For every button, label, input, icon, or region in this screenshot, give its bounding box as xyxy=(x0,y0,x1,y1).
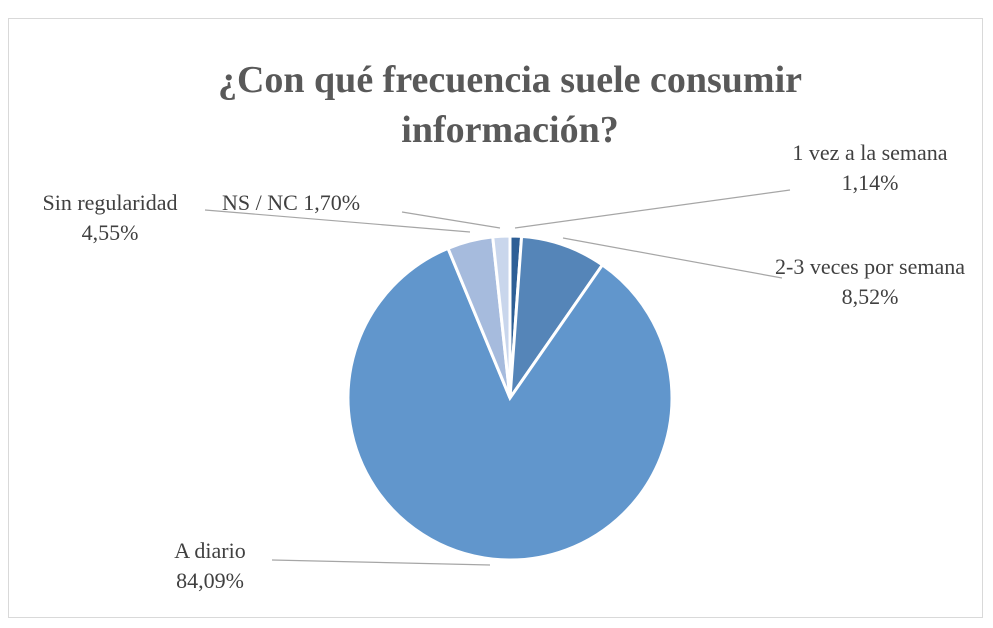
data-label: NS / NC 1,70% xyxy=(222,188,360,218)
pie-slice xyxy=(346,246,674,562)
category-label: 1 vez a la semana xyxy=(792,140,948,165)
category-label: Sin regularidad xyxy=(42,190,178,215)
category-label: 2-3 veces por semana xyxy=(775,254,965,279)
value-label: 1,14% xyxy=(841,170,899,195)
value-label: 4,55% xyxy=(81,220,139,245)
value-label: 8,52% xyxy=(841,284,899,309)
leader-line xyxy=(401,211,501,229)
chart-frame xyxy=(8,18,983,618)
value-label: 1,70% xyxy=(303,190,361,215)
data-label: 2-3 veces por semana 8,52% xyxy=(775,252,965,312)
pie-slice xyxy=(508,234,605,404)
leader-line xyxy=(562,237,783,279)
data-label: A diario 84,09% xyxy=(155,536,265,596)
leader-line xyxy=(204,209,471,233)
category-label: NS / NC xyxy=(222,190,298,215)
value-label: 84,09% xyxy=(176,568,244,593)
chart-title: ¿Con qué frecuencia suele consumir infor… xyxy=(217,59,803,151)
leader-line xyxy=(514,189,791,229)
data-label: 1 vez a la semana 1,14% xyxy=(775,138,965,198)
pie-slice xyxy=(491,234,512,399)
category-label: A diario xyxy=(174,538,246,563)
leader-line xyxy=(271,559,491,566)
data-label: Sin regularidad 4,55% xyxy=(15,188,205,248)
